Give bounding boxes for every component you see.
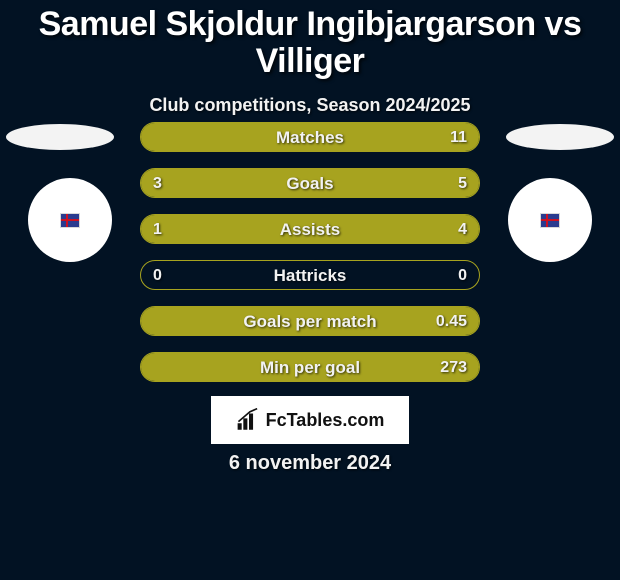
player1-avatar: [28, 178, 112, 262]
stat-row: Min per goal273: [140, 352, 480, 382]
player1-flag-icon: [61, 214, 79, 227]
stat-value-right: 11: [450, 123, 467, 151]
brand-badge: FcTables.com: [211, 396, 409, 444]
stat-value-left: 3: [153, 169, 162, 197]
brand-logo-icon: [236, 408, 262, 432]
stats-bars: Matches11Goals35Assists14Hattricks00Goal…: [140, 122, 480, 398]
stat-fill-left: [141, 215, 209, 243]
player2-ellipse: [506, 124, 614, 150]
stat-value-right: 273: [440, 353, 467, 381]
stat-fill-right: [141, 123, 479, 151]
player1-ellipse: [6, 124, 114, 150]
stat-row: Matches11: [140, 122, 480, 152]
stat-fill-right: [141, 353, 479, 381]
stat-fill-right: [268, 169, 479, 197]
stat-fill-right: [209, 215, 479, 243]
stat-row: Goals35: [140, 168, 480, 198]
player2-flag-icon: [541, 214, 559, 227]
stat-value-right: 0: [458, 261, 467, 289]
stat-fill-right: [141, 307, 479, 335]
stat-row: Assists14: [140, 214, 480, 244]
page-title: Samuel Skjoldur Ingibjargarson vs Villig…: [0, 6, 620, 81]
stat-label: Hattricks: [141, 261, 479, 289]
date-label: 6 november 2024: [0, 452, 620, 475]
stat-row: Goals per match0.45: [140, 306, 480, 336]
comparison-card: Samuel Skjoldur Ingibjargarson vs Villig…: [0, 0, 620, 580]
stat-row: Hattricks0 0: [140, 260, 480, 290]
stat-value-right: 4: [458, 215, 467, 243]
stat-value-left: 1: [153, 215, 162, 243]
stat-value-right: 0.45: [436, 307, 467, 335]
stat-value-right: 5: [458, 169, 467, 197]
stat-value-left: 0: [153, 261, 162, 289]
brand-text: FcTables.com: [266, 410, 385, 431]
subtitle: Club competitions, Season 2024/2025: [0, 95, 620, 116]
player2-avatar: [508, 178, 592, 262]
